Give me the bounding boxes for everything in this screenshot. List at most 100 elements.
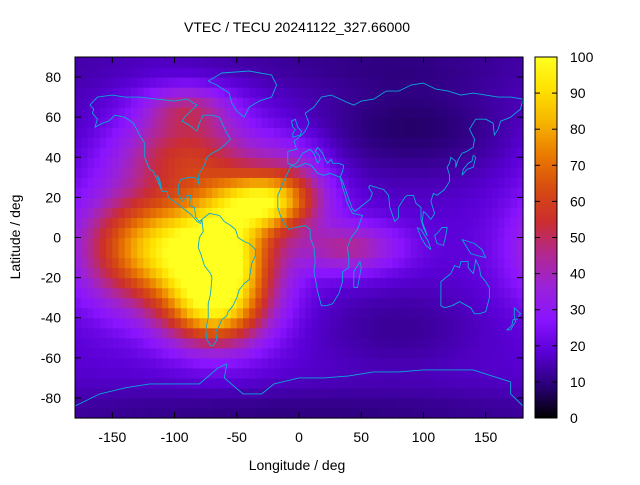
heatmap-cell: [460, 257, 468, 269]
heatmap-cell: [205, 97, 213, 108]
heatmap-cell: [180, 317, 188, 329]
chart-title: VTEC / TECU 20241122_327.66000: [184, 19, 410, 35]
heatmap-cell: [398, 257, 406, 269]
heatmap-cell: [75, 237, 82, 249]
heatmap-cell: [398, 287, 406, 299]
heatmap-cell: [236, 257, 244, 269]
heatmap-cell: [473, 367, 481, 379]
heatmap-cell: [243, 317, 250, 329]
heatmap-cell: [124, 387, 132, 399]
heatmap-cell: [460, 207, 468, 219]
heatmap-cell: [292, 157, 300, 168]
heatmap-cell: [211, 297, 219, 309]
heatmap-cell: [379, 187, 387, 198]
heatmap-cell: [504, 177, 512, 188]
heatmap-cell: [155, 77, 163, 88]
heatmap-cell: [342, 387, 350, 399]
heatmap-cell: [93, 277, 101, 289]
heatmap-cell: [460, 317, 468, 329]
heatmap-cell: [137, 137, 145, 148]
heatmap-cell: [404, 197, 412, 209]
heatmap-cell: [448, 277, 456, 289]
heatmap-cell: [211, 247, 219, 259]
heatmap-cell: [99, 187, 107, 198]
heatmap-cell: [230, 167, 238, 178]
heatmap-cell: [479, 407, 487, 419]
heatmap-cell: [454, 267, 462, 279]
heatmap-cell: [373, 227, 381, 239]
heatmap-cell: [392, 187, 400, 198]
heatmap-cell: [236, 87, 244, 98]
coastline-japan: [461, 154, 477, 176]
heatmap-cell: [417, 317, 425, 329]
coastline-africa: [277, 162, 363, 307]
heatmap-cell: [137, 127, 145, 138]
heatmap-cell: [467, 197, 474, 209]
heatmap-cell: [99, 67, 107, 78]
heatmap-cell: [504, 227, 512, 239]
heatmap-cell: [398, 137, 406, 148]
heatmap-cell: [143, 397, 151, 409]
heatmap-cell: [330, 137, 337, 148]
heatmap-cell: [81, 217, 89, 229]
heatmap-cell: [485, 227, 493, 239]
heatmap-cell: [299, 207, 306, 219]
heatmap-cell: [75, 277, 82, 289]
heatmap-cell: [143, 217, 151, 229]
heatmap-cell: [323, 257, 331, 269]
heatmap-cell: [243, 127, 250, 138]
heatmap-cell: [398, 327, 406, 339]
heatmap-cell: [81, 267, 89, 279]
heatmap-cell: [510, 147, 518, 158]
heatmap-cell: [423, 127, 431, 138]
heatmap-cell: [205, 327, 213, 339]
heatmap-cell: [299, 337, 306, 349]
heatmap-cell: [429, 87, 437, 98]
heatmap-cell: [404, 97, 412, 108]
heatmap-cell: [118, 287, 126, 299]
heatmap-cell: [491, 217, 499, 229]
heatmap-cell: [149, 297, 157, 309]
heatmap-cell: [149, 347, 157, 359]
heatmap-cell: [118, 227, 126, 239]
heatmap-cell: [280, 267, 288, 279]
heatmap-cell: [286, 137, 294, 148]
heatmap-cell: [342, 147, 350, 158]
heatmap-cell: [342, 357, 350, 369]
heatmap-cell: [504, 287, 512, 299]
heatmap-cell: [373, 397, 381, 409]
heatmap-cell: [299, 257, 306, 269]
heatmap-cell: [404, 327, 412, 339]
heatmap-cell: [112, 357, 120, 369]
heatmap-cell: [211, 237, 219, 249]
heatmap-cell: [516, 127, 524, 138]
heatmap-cell: [479, 347, 487, 359]
heatmap-cell: [355, 147, 362, 158]
heatmap-cell: [442, 127, 449, 138]
heatmap-cell: [330, 197, 337, 209]
heatmap-cell: [348, 177, 356, 188]
heatmap-cell: [230, 147, 238, 158]
y-tick-label: -20: [41, 270, 61, 286]
heatmap-cell: [454, 87, 462, 98]
heatmap-cell: [367, 127, 375, 138]
heatmap-cell: [149, 207, 157, 219]
heatmap-cell: [423, 257, 431, 269]
heatmap-cell: [379, 327, 387, 339]
heatmap-cell: [286, 107, 294, 118]
heatmap-cell: [81, 107, 89, 118]
heatmap-cell: [342, 57, 350, 68]
heatmap-cell: [155, 227, 163, 239]
heatmap-cell: [286, 77, 294, 88]
heatmap-cell: [404, 127, 412, 138]
heatmap-cell: [249, 67, 257, 78]
heatmap-cell: [137, 247, 145, 259]
heatmap-cell: [473, 197, 481, 209]
heatmap-cell: [218, 87, 225, 98]
heatmap-cell: [379, 227, 387, 239]
heatmap-cell: [485, 377, 493, 389]
heatmap-cell: [516, 247, 524, 259]
heatmap-cell: [429, 397, 437, 409]
heatmap-cell: [305, 277, 313, 289]
heatmap-cell: [243, 117, 250, 128]
